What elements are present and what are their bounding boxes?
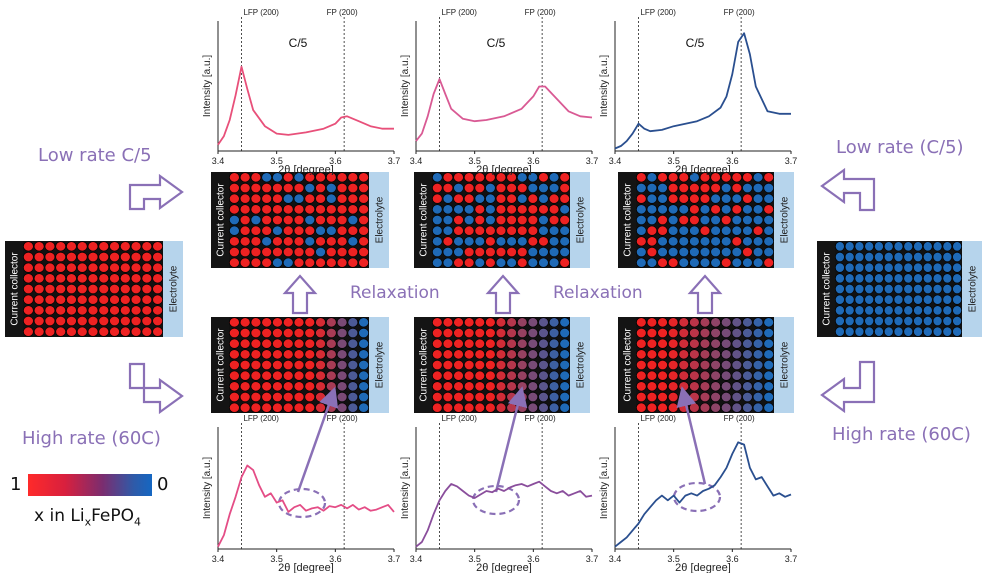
x-axis-label: 2θ [degree] <box>476 562 532 573</box>
x-tick-label: 3.7 <box>785 554 797 564</box>
legend-max-label: 1 <box>10 474 21 495</box>
xrd-chart-low-rate-3: 3.4 3.5 3.6 3.72θ [degree]Intensity [a.u.]L… <box>597 5 797 175</box>
up-arrow-icon <box>690 276 720 313</box>
x-tick-label: 3.4 <box>609 156 622 166</box>
x-tick-label: 3.4 <box>410 156 423 166</box>
y-axis-label: Intensity [a.u.] <box>202 55 213 117</box>
series-line <box>218 466 394 547</box>
bent-arrow-icon <box>130 364 182 412</box>
peak-annotation: LFP (200) <box>441 414 477 423</box>
series-line <box>615 33 791 148</box>
legend-min-label: 0 <box>157 474 168 495</box>
x-axis-label: 2θ [degree] <box>278 562 334 573</box>
series-line <box>615 442 791 546</box>
bent-arrow-icon <box>822 170 874 210</box>
xrd-chart-low-rate-1: 3.4 3.5 3.6 3.72θ [degree]Intensity [a.u.]L… <box>200 5 400 175</box>
peak-annotation: FP (200) <box>327 414 358 423</box>
up-arrow-icon <box>285 276 315 313</box>
x-tick-label: 3.7 <box>785 156 797 166</box>
peak-annotation: LFP (200) <box>243 8 279 17</box>
y-axis-label: Intensity [a.u.] <box>400 457 411 519</box>
peak-annotation: FP (200) <box>525 414 556 423</box>
peak-annotation: LFP (200) <box>640 8 676 17</box>
peak-annotation: LFP (200) <box>441 8 477 17</box>
y-axis-label: Intensity [a.u.] <box>400 55 411 117</box>
y-axis-label: Intensity [a.u.] <box>202 457 213 519</box>
peak-annotation: FP (200) <box>525 8 556 17</box>
series-line <box>218 67 394 145</box>
xrd-chart-high-rate-3: 3.4 3.5 3.6 3.72θ [degree]Intensity [a.u.]L… <box>597 411 797 573</box>
peak-annotation: LFP (200) <box>640 414 676 423</box>
legend-variable-label: x in LixFePO4 <box>34 506 141 528</box>
xrd-chart-high-rate-1: 3.4 3.5 3.6 3.72θ [degree]Intensity [a.u.]L… <box>200 411 400 573</box>
xrd-chart-high-rate-2: 3.4 3.5 3.6 3.72θ [degree]Intensity [a.u.]L… <box>398 411 598 573</box>
series-line <box>416 482 592 547</box>
peak-annotation: FP (200) <box>724 8 755 17</box>
y-axis-label: Intensity [a.u.] <box>599 457 610 519</box>
chart-title: C/5 <box>487 36 506 50</box>
peak-annotation: FP (200) <box>724 414 755 423</box>
xrd-chart-low-rate-2: 3.4 3.5 3.6 3.72θ [degree]Intensity [a.u.]L… <box>398 5 598 175</box>
y-axis-label: Intensity [a.u.] <box>599 55 610 117</box>
up-arrow-icon <box>488 276 518 313</box>
peak-annotation: LFP (200) <box>243 414 279 423</box>
x-axis-label: 2θ [degree] <box>476 164 532 175</box>
bent-arrow-icon <box>130 176 182 209</box>
x-tick-label: 3.4 <box>410 554 423 564</box>
legend-color-bar <box>28 474 152 496</box>
x-axis-label: 2θ [degree] <box>675 164 731 175</box>
x-axis-label: 2θ [degree] <box>278 164 334 175</box>
bent-arrow-icon <box>822 362 874 411</box>
x-axis-label: 2θ [degree] <box>675 562 731 573</box>
series-line <box>416 79 592 141</box>
peak-annotation: FP (200) <box>327 8 358 17</box>
chart-title: C/5 <box>289 36 308 50</box>
x-tick-label: 3.4 <box>212 554 225 564</box>
x-tick-label: 3.4 <box>609 554 622 564</box>
chart-title: C/5 <box>686 36 705 50</box>
x-tick-label: 3.4 <box>212 156 225 166</box>
